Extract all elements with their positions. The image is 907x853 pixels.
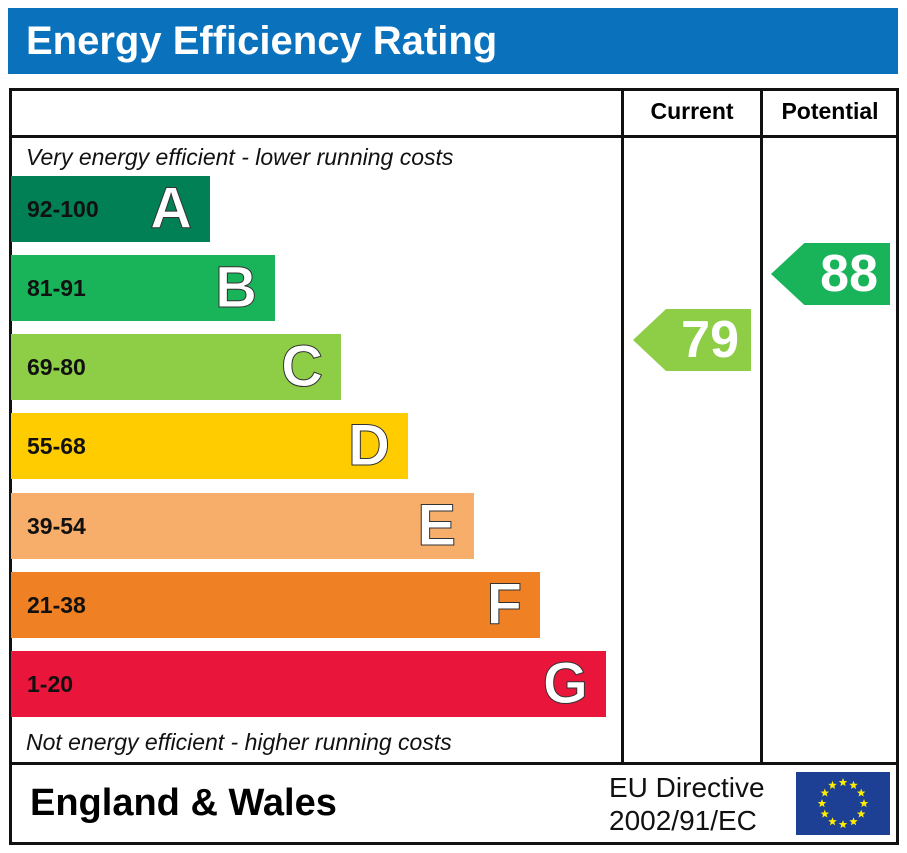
- current-rating-value: 79: [681, 311, 739, 369]
- region-label: England & Wales: [30, 782, 337, 824]
- band-range: 55-68: [27, 433, 86, 459]
- bottom-note: Not energy efficient - higher running co…: [26, 729, 452, 755]
- band-range: 69-80: [27, 354, 86, 380]
- directive-line2: 2002/91/EC: [609, 805, 757, 836]
- band-letter: E: [417, 493, 457, 559]
- band-G: 1-20 G: [11, 651, 606, 717]
- star-icon: [849, 780, 858, 789]
- band-range: 81-91: [27, 275, 86, 301]
- potential-rating-arrow: 88: [771, 243, 890, 305]
- star-icon: [817, 799, 827, 808]
- star-icon: [828, 780, 837, 789]
- band-range: 39-54: [27, 513, 86, 539]
- band-letter: D: [348, 413, 391, 479]
- band-A: 92-100 A: [11, 176, 210, 242]
- column-divider: [760, 88, 763, 764]
- potential-rating-value: 88: [820, 245, 878, 303]
- band-F: 21-38 F: [11, 572, 540, 638]
- star-icon: [820, 809, 830, 818]
- star-icon: [856, 788, 866, 797]
- band-D: 55-68 D: [11, 413, 408, 479]
- star-icon: [856, 809, 866, 818]
- band-B: 81-91 B: [11, 255, 275, 321]
- band-letter: A: [150, 176, 193, 242]
- band-range: 92-100: [27, 196, 99, 222]
- star-icon: [859, 799, 869, 808]
- star-icon: [828, 817, 837, 826]
- top-note: Very energy efficient - lower running co…: [26, 144, 454, 170]
- band-range: 21-38: [27, 592, 86, 618]
- band-letter: B: [215, 255, 258, 321]
- band-letter: G: [542, 651, 588, 717]
- chart-title: Energy Efficiency Rating: [8, 8, 898, 74]
- band-letter: F: [486, 572, 522, 638]
- star-icon: [838, 820, 848, 829]
- star-icon: [820, 788, 830, 797]
- band-range: 1-20: [27, 671, 74, 697]
- header-divider: [9, 135, 899, 138]
- band-E: 39-54 E: [11, 493, 474, 559]
- potential-header: Potential: [781, 98, 879, 124]
- band-C: 69-80 C: [11, 334, 341, 400]
- column-divider: [621, 88, 624, 764]
- directive-line1: EU Directive: [609, 772, 765, 803]
- chart-frame: [9, 88, 899, 845]
- footer-divider: [9, 762, 899, 765]
- band-letter: C: [281, 334, 324, 400]
- star-icon: [849, 817, 858, 826]
- star-icon: [838, 778, 848, 787]
- eu-flag-icon: [796, 772, 890, 835]
- current-header: Current: [650, 98, 734, 124]
